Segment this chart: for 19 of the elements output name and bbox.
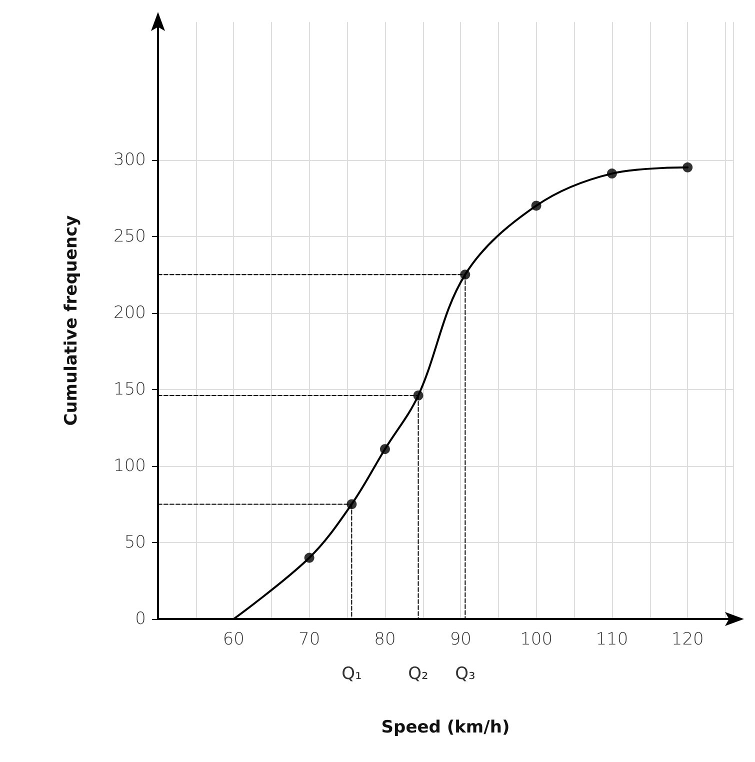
x-tick-label: 70 — [298, 630, 320, 650]
x-tick-label: 100 — [520, 630, 553, 650]
y-tick-label: 300 — [114, 150, 146, 170]
y-axis-title: Cumulative frequency — [62, 215, 82, 426]
y-tick-label: 250 — [114, 226, 146, 246]
y-tick-label: 200 — [114, 302, 146, 323]
x-tick-label: 60 — [222, 630, 244, 650]
x-tick-label: 80 — [374, 630, 396, 650]
x-axis-title: Speed (km/h) — [381, 718, 510, 738]
y-tick-label: 0 — [135, 609, 146, 629]
x-tick-label: 90 — [450, 630, 472, 650]
annotation: Q₃ — [455, 664, 476, 684]
y-tick-label: 100 — [114, 456, 146, 476]
x-tick-label: 110 — [596, 630, 628, 650]
y-tick-label: 150 — [114, 379, 146, 400]
annotation: Q₁ — [342, 664, 362, 684]
y-tick-label: 50 — [124, 532, 146, 552]
annotation: Q₂ — [408, 664, 428, 684]
x-tick-label: 120 — [671, 630, 704, 650]
